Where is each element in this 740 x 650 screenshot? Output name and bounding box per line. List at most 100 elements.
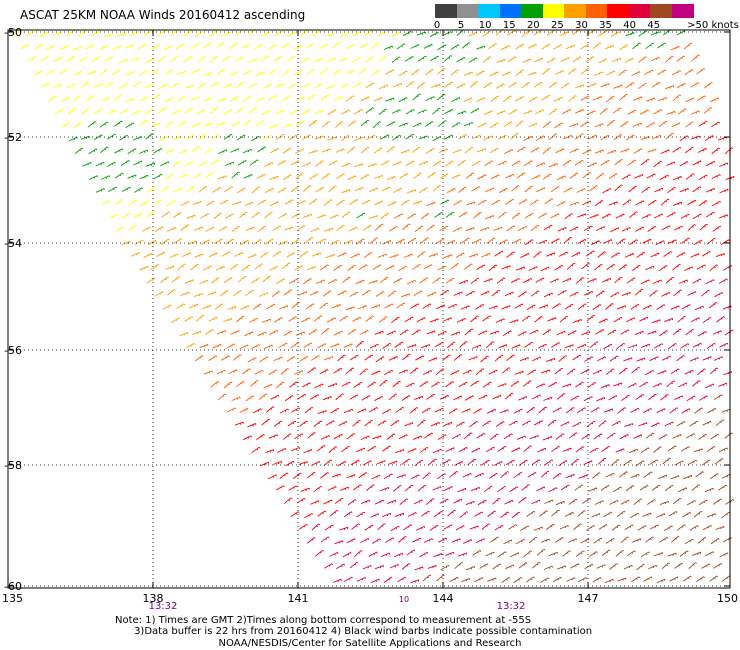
wind-barb — [301, 382, 311, 388]
pass-time-label: 10 — [399, 595, 409, 604]
longitude-label: 141 — [288, 592, 309, 605]
wind-barb — [506, 354, 515, 361]
wind-barb — [183, 30, 193, 37]
wind-barb — [508, 524, 517, 530]
wind-barb — [480, 290, 490, 296]
wind-barb — [160, 186, 170, 193]
wind-barb — [557, 393, 566, 400]
wind-barb — [117, 32, 127, 37]
wind-barb — [589, 447, 599, 453]
wind-barb — [256, 434, 265, 441]
wind-barb — [446, 239, 456, 245]
wind-barb — [230, 148, 239, 153]
wind-barb — [496, 58, 506, 64]
wind-barb — [383, 576, 393, 583]
wind-barb — [252, 239, 262, 245]
wind-barb — [486, 408, 496, 414]
colorbar-swatch — [478, 4, 500, 18]
wind-barb — [696, 95, 706, 101]
wind-barb — [498, 344, 508, 349]
wind-barb — [328, 185, 337, 193]
wind-barb — [598, 420, 607, 428]
wind-barb — [651, 484, 661, 491]
wind-barb — [477, 199, 487, 205]
wind-barb — [507, 30, 516, 36]
wind-barb — [585, 56, 595, 63]
wind-barb — [449, 471, 459, 478]
wind-barb — [486, 237, 496, 244]
wind-barb — [304, 406, 314, 414]
wind-barb — [374, 200, 383, 206]
wind-barb — [73, 122, 83, 129]
wind-barb — [257, 199, 267, 206]
wind-barb — [153, 148, 163, 154]
wind-barb — [594, 263, 603, 271]
wind-barb — [158, 106, 168, 114]
wind-barb — [428, 458, 437, 466]
wind-barb — [455, 525, 465, 531]
wind-barb — [119, 134, 129, 141]
wind-barb — [213, 238, 223, 245]
wind-barb — [362, 564, 372, 570]
wind-barb — [663, 525, 673, 532]
wind-barb — [627, 382, 637, 388]
wind-barb — [427, 291, 437, 297]
wind-barb — [657, 97, 667, 102]
wind-barb — [592, 42, 602, 50]
wind-barb — [698, 395, 708, 401]
wind-barb — [516, 172, 526, 179]
wind-barb — [491, 199, 501, 206]
wind-barb — [672, 497, 682, 505]
wind-barb — [586, 420, 596, 428]
wind-barb — [577, 510, 586, 517]
wind-barb — [322, 395, 332, 401]
wind-barb — [588, 551, 598, 557]
wind-barb — [693, 448, 703, 453]
wind-barb — [223, 277, 233, 284]
wind-barb — [551, 342, 560, 348]
wind-barb — [393, 485, 402, 492]
wind-barb — [391, 109, 401, 114]
wind-barb — [686, 433, 696, 439]
wind-barb — [664, 317, 674, 323]
wind-barb — [381, 186, 391, 192]
wind-barb — [719, 552, 729, 558]
wind-barb — [278, 213, 288, 219]
wind-barb — [151, 94, 161, 101]
wind-barb — [398, 369, 408, 374]
wind-barb — [239, 407, 249, 413]
wind-barb — [613, 84, 623, 89]
wind-barb — [377, 253, 387, 258]
wind-barb — [360, 174, 370, 180]
colorbar-tick-label: 0 — [433, 20, 441, 31]
wind-barb — [453, 354, 463, 361]
wind-barb — [143, 253, 153, 259]
wind-barb — [488, 305, 498, 310]
wind-barb — [169, 253, 179, 259]
wind-barb — [245, 289, 254, 297]
wind-barb — [639, 484, 649, 491]
wind-barb — [635, 226, 645, 232]
wind-barb — [165, 173, 175, 180]
wind-barb — [124, 97, 134, 103]
wind-barb — [334, 497, 344, 504]
wind-barb — [489, 472, 498, 479]
wind-barb — [465, 227, 475, 232]
wind-barb — [568, 95, 578, 102]
wind-barb — [642, 512, 652, 517]
wind-barb — [437, 473, 447, 480]
wind-barb — [646, 173, 656, 179]
wind-barb — [550, 213, 560, 219]
wind-barb — [588, 487, 598, 492]
wind-barb — [342, 276, 351, 284]
wind-barb — [217, 97, 227, 103]
wind-barb — [374, 564, 384, 570]
wind-barb — [615, 448, 625, 453]
wind-barb — [639, 381, 649, 388]
wind-barb — [494, 250, 504, 257]
wind-barb — [157, 30, 167, 37]
wind-barb — [344, 408, 353, 414]
wind-barb — [283, 433, 292, 440]
wind-barb — [657, 42, 666, 49]
wind-barb — [698, 200, 708, 207]
